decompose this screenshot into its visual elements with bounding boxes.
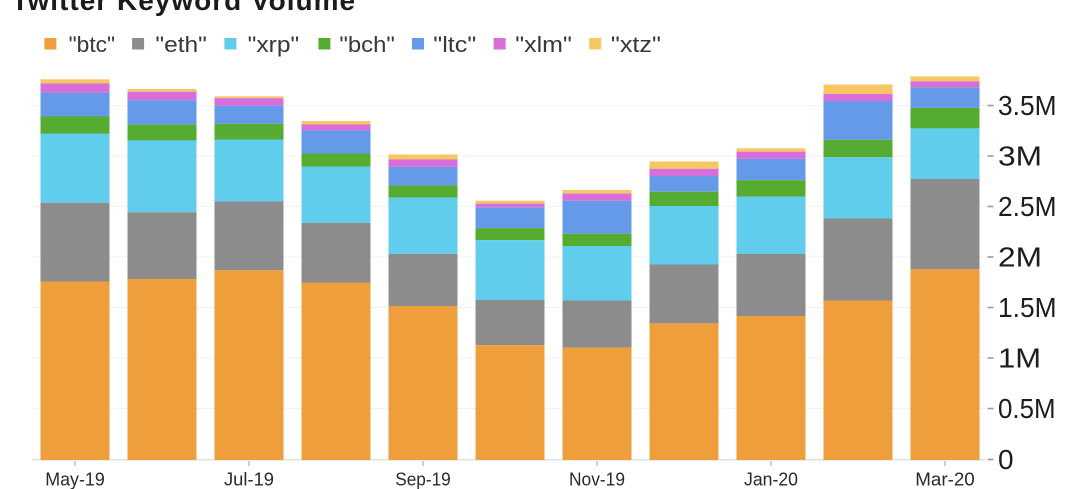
svg-text:2M: 2M [998,242,1042,273]
svg-text:Mar-20: Mar-20 [915,469,975,489]
svg-text:Jul-19: Jul-19 [224,469,274,489]
svg-text:May-19: May-19 [45,469,105,489]
svg-text:0: 0 [998,444,1014,475]
svg-text:0.5M: 0.5M [998,393,1056,424]
svg-text:"eth": "eth" [155,32,207,57]
svg-text:"bch": "bch" [339,32,395,57]
svg-text:"xtz": "xtz" [611,32,661,57]
svg-text:"xlm": "xlm" [515,32,572,57]
svg-text:3M: 3M [998,141,1042,172]
svg-text:"ltc": "ltc" [433,32,476,57]
svg-text:"btc": "btc" [69,32,116,57]
svg-text:1.5M: 1.5M [998,292,1057,323]
svg-text:1M: 1M [998,343,1041,374]
svg-text:Nov-19: Nov-19 [569,469,625,489]
svg-text:Jan-20: Jan-20 [744,469,798,489]
svg-text:3.5M: 3.5M [998,90,1057,121]
svg-text:"xrp": "xrp" [248,32,300,57]
svg-text:Sep-19: Sep-19 [395,469,451,489]
svg-text:2.5M: 2.5M [998,191,1057,222]
